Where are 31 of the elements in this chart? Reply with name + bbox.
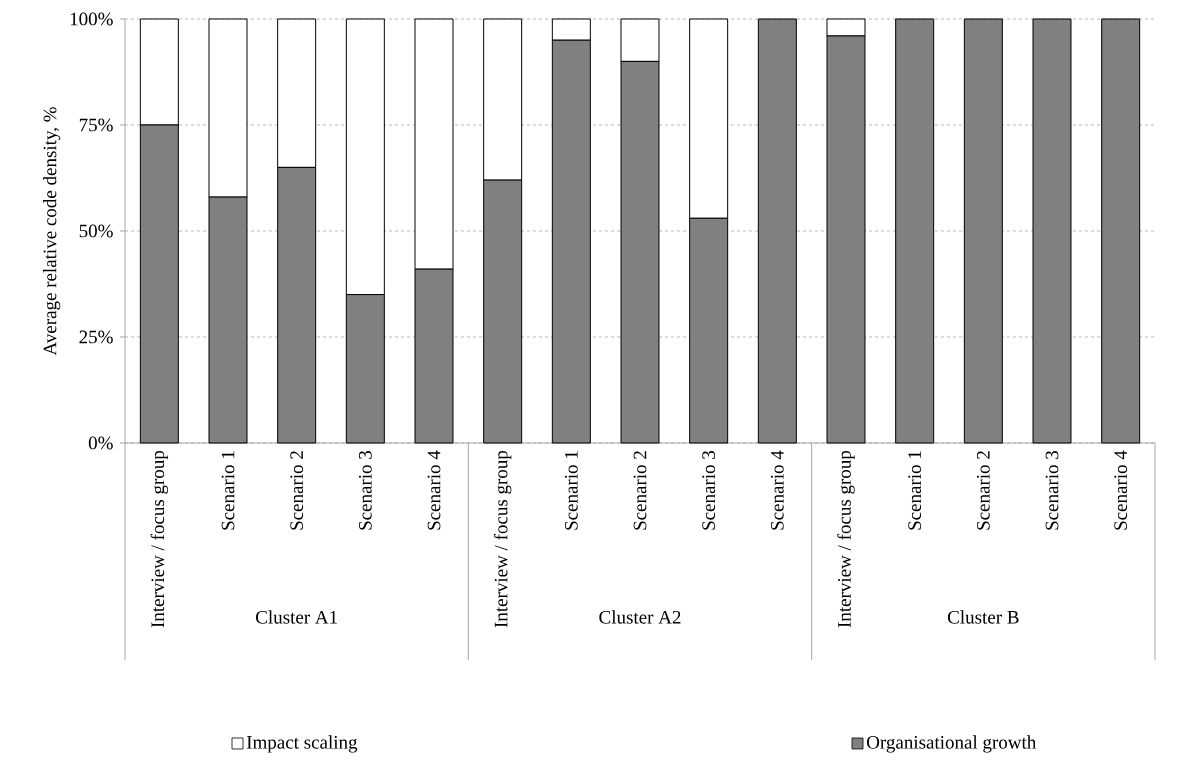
bar [963, 18, 1003, 444]
y-tick-label: 0% [88, 436, 113, 450]
text: Cluster A2 [599, 610, 681, 624]
x-tick-label: Scenario 2 [633, 451, 647, 530]
x-tick-label: Scenario 4 [427, 450, 441, 530]
bar [895, 18, 935, 444]
bar [1101, 18, 1141, 444]
y-tick-label: 100% [70, 12, 113, 26]
bar [757, 18, 797, 444]
y-tick-label: 25% [79, 330, 113, 344]
x-tick-label: Interview / focus group [837, 450, 855, 628]
x-tick-label: Scenario 3 [358, 450, 372, 530]
x-tick-label: Scenario 3 [1045, 450, 1059, 530]
x-tick-label: Interview / focus group [493, 450, 512, 628]
x-tick-label: Scenario 1 [908, 451, 922, 530]
x-tick-label: Scenario 4 [1114, 450, 1128, 530]
x-tick-label: Scenario 4 [770, 450, 784, 530]
x-tick-label: Scenario 2 [290, 451, 304, 530]
text: Cluster A1 [256, 610, 337, 624]
x-tick-label: Scenario 1 [221, 451, 235, 530]
y-tick-label: 75% [79, 118, 113, 132]
legend-label: Organisational growth [866, 735, 1037, 753]
x-tick-label: Scenario 2 [976, 451, 990, 530]
y-axis-title: Average relative code density, % [43, 107, 61, 356]
legend-label: Impact scaling [246, 735, 358, 753]
text: Cluster B [947, 610, 1019, 624]
x-tick-label: Interview / focus group [150, 450, 169, 628]
bar [1032, 18, 1072, 444]
y-tick-label: 50% [79, 224, 113, 238]
x-tick-label: Scenario 1 [564, 451, 578, 530]
x-tick-label: Scenario 3 [702, 450, 716, 530]
